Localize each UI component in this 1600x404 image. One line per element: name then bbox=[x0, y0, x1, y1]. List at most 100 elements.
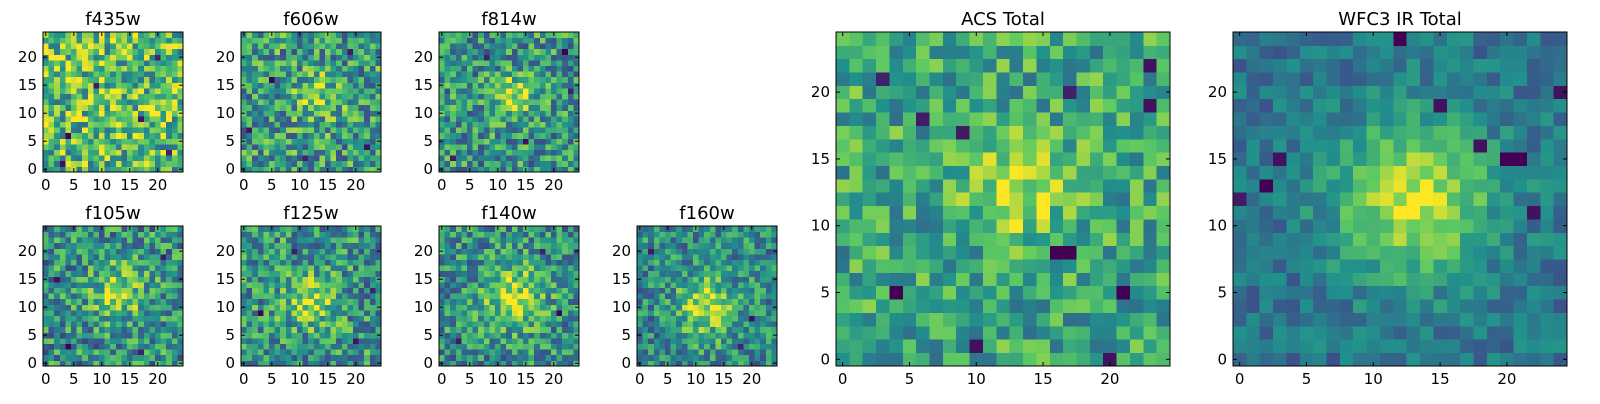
pixel-cell bbox=[325, 338, 331, 344]
pixel-cell bbox=[88, 138, 94, 144]
pixel-cell bbox=[116, 344, 122, 350]
pixel-cell bbox=[495, 155, 501, 161]
pixel-cell bbox=[943, 326, 957, 340]
pixel-cell bbox=[473, 282, 479, 288]
pixel-cell bbox=[461, 133, 467, 139]
pixel-cell bbox=[704, 327, 710, 333]
pixel-cell bbox=[489, 60, 495, 66]
pixel-cell bbox=[704, 349, 710, 355]
pixel-cell bbox=[314, 344, 320, 350]
pixel-cell bbox=[166, 88, 172, 94]
pixel-cell bbox=[144, 144, 150, 150]
y-tick-label: 20 bbox=[612, 242, 631, 260]
pixel-cell bbox=[654, 248, 660, 254]
pixel-cell bbox=[568, 304, 574, 310]
pixel-cell bbox=[54, 150, 60, 156]
pixel-cell bbox=[263, 82, 269, 88]
pixel-cell bbox=[473, 38, 479, 44]
pixel-cell bbox=[876, 313, 890, 327]
pixel-cell bbox=[297, 265, 303, 271]
pixel-cell bbox=[263, 150, 269, 156]
pixel-cell bbox=[478, 299, 484, 305]
pixel-cell bbox=[286, 293, 292, 299]
pixel-cell bbox=[99, 237, 105, 243]
pixel-cell bbox=[478, 82, 484, 88]
pixel-cell bbox=[314, 260, 320, 266]
pixel-cell bbox=[467, 327, 473, 333]
pixel-cell bbox=[562, 310, 568, 316]
pixel-cell bbox=[308, 94, 314, 100]
pixel-cell bbox=[172, 338, 178, 344]
pixel-cell bbox=[671, 260, 677, 266]
pixel-cell bbox=[489, 138, 495, 144]
pixel-cell bbox=[540, 243, 546, 249]
pixel-cell bbox=[643, 276, 649, 282]
pixel-cell bbox=[484, 38, 490, 44]
pixel-cell bbox=[484, 144, 490, 150]
pixel-cell bbox=[258, 271, 264, 277]
pixel-cell bbox=[687, 304, 693, 310]
pixel-cell bbox=[342, 71, 348, 77]
pixel-cell bbox=[1050, 299, 1064, 313]
pixel-cell bbox=[269, 316, 275, 322]
pixel-cell bbox=[529, 316, 535, 322]
pixel-cell bbox=[473, 271, 479, 277]
pixel-cell bbox=[353, 127, 359, 133]
pixel-cell bbox=[43, 310, 49, 316]
pixel-cell bbox=[359, 133, 365, 139]
pixel-cell bbox=[529, 243, 535, 249]
pixel-cell bbox=[743, 349, 749, 355]
pixel-cell bbox=[258, 304, 264, 310]
pixel-cell bbox=[540, 138, 546, 144]
pixel-cell bbox=[116, 60, 122, 66]
pixel-cell bbox=[506, 155, 512, 161]
pixel-cell bbox=[648, 327, 654, 333]
pixel-cell bbox=[303, 355, 309, 361]
pixel-cell bbox=[876, 272, 890, 286]
pixel-cell bbox=[99, 116, 105, 122]
pixel-cell bbox=[836, 259, 850, 273]
pixel-cell bbox=[161, 110, 167, 116]
pixel-cell bbox=[983, 339, 997, 353]
pixel-cell bbox=[710, 237, 716, 243]
pixel-cell bbox=[562, 316, 568, 322]
pixel-cell bbox=[286, 260, 292, 266]
pixel-cell bbox=[133, 49, 139, 55]
pixel-cell bbox=[659, 288, 665, 294]
pixel-cell bbox=[450, 150, 456, 156]
pixel-cell bbox=[506, 316, 512, 322]
pixel-cell bbox=[534, 349, 540, 355]
pixel-cell bbox=[161, 332, 167, 338]
pixel-cell bbox=[99, 321, 105, 327]
pixel-cell bbox=[551, 60, 557, 66]
pixel-cell bbox=[49, 38, 55, 44]
pixel-cell bbox=[659, 260, 665, 266]
pixel-cell bbox=[60, 248, 66, 254]
pixel-cell bbox=[551, 54, 557, 60]
pixel-cell bbox=[319, 332, 325, 338]
pixel-cell bbox=[364, 349, 370, 355]
pixel-cell bbox=[303, 310, 309, 316]
pixel-cell bbox=[704, 276, 710, 282]
pixel-cell bbox=[82, 316, 88, 322]
pixel-cell bbox=[557, 94, 563, 100]
pixel-cell bbox=[557, 105, 563, 111]
pixel-cell bbox=[49, 99, 55, 105]
pixel-cell bbox=[1063, 246, 1077, 260]
pixel-cell bbox=[342, 105, 348, 111]
pixel-cell bbox=[643, 327, 649, 333]
pixel-cell bbox=[738, 260, 744, 266]
pixel-cell bbox=[1090, 179, 1104, 193]
pixel-cell bbox=[370, 133, 376, 139]
pixel-cell bbox=[144, 226, 150, 232]
pixel-cell bbox=[144, 254, 150, 260]
pixel-cell bbox=[665, 271, 671, 277]
pixel-cell bbox=[916, 206, 930, 220]
pixel-cell bbox=[263, 71, 269, 77]
pixel-cell bbox=[286, 122, 292, 128]
pixel-cell bbox=[863, 299, 877, 313]
pixel-cell bbox=[49, 161, 55, 167]
pixel-cell bbox=[88, 288, 94, 294]
pixel-cell bbox=[166, 243, 172, 249]
pixel-cell bbox=[1130, 179, 1144, 193]
